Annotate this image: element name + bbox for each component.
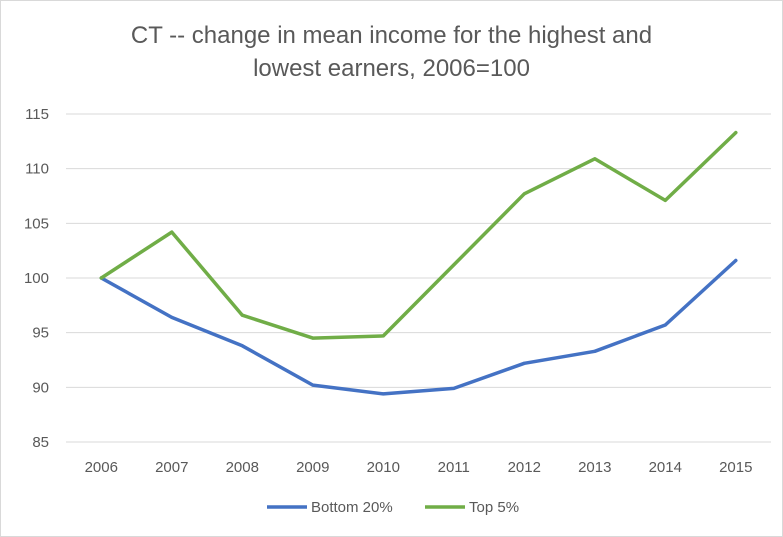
x-tick-label: 2013 [578,459,611,476]
data-point [452,386,456,390]
data-point [381,392,385,396]
data-point [452,263,456,267]
data-point [311,383,315,387]
y-tick-label: 90 [32,379,49,396]
y-tick-label: 100 [24,270,49,287]
series-lines [99,130,738,396]
legend: Bottom 20% Top 5% [267,499,519,516]
data-point [522,361,526,365]
x-tick-label: 2008 [226,459,259,476]
data-point [99,276,103,280]
chart-title-line-2: lowest earners, 2006=100 [253,55,530,82]
series-line-top-5 [99,130,738,340]
data-point [593,349,597,353]
data-point [734,259,738,263]
data-point [240,313,244,317]
y-tick-label: 85 [32,434,49,451]
x-tick-label: 2015 [719,459,752,476]
data-point [381,334,385,338]
data-point [593,157,597,161]
data-point [522,192,526,196]
x-tick-label: 2007 [155,459,188,476]
y-tick-label: 110 [25,161,49,178]
y-tick-label: 95 [32,325,49,342]
gridlines [66,113,771,443]
legend-label: Bottom 20% [311,499,393,516]
data-point [311,336,315,340]
data-point [663,323,667,327]
data-point [170,315,174,319]
x-axis-ticks: 2006 2007 2008 2009 2010 2011 2012 2013 2014 2015 [85,459,753,476]
x-tick-label: 2014 [649,459,682,476]
data-point [663,198,667,202]
data-point [240,344,244,348]
y-tick-label: 115 [25,106,49,123]
chart-title-line-1: CT -- change in mean income for the high… [130,22,653,49]
y-tick-label: 105 [24,215,49,232]
legend-label: Top 5% [469,499,519,516]
x-tick-label: 2010 [367,459,400,476]
data-point [734,131,738,135]
x-tick-label: 2006 [85,459,118,476]
x-tick-label: 2011 [438,459,470,476]
x-tick-label: 2012 [508,459,541,476]
data-point [170,230,174,234]
series-line-bottom-20 [99,258,738,396]
x-tick-label: 2009 [296,459,329,476]
y-axis-ticks: 85 90 95 100 105 110 115 [24,106,49,451]
chart-title: CT -- change in mean income for the high… [1,19,782,85]
